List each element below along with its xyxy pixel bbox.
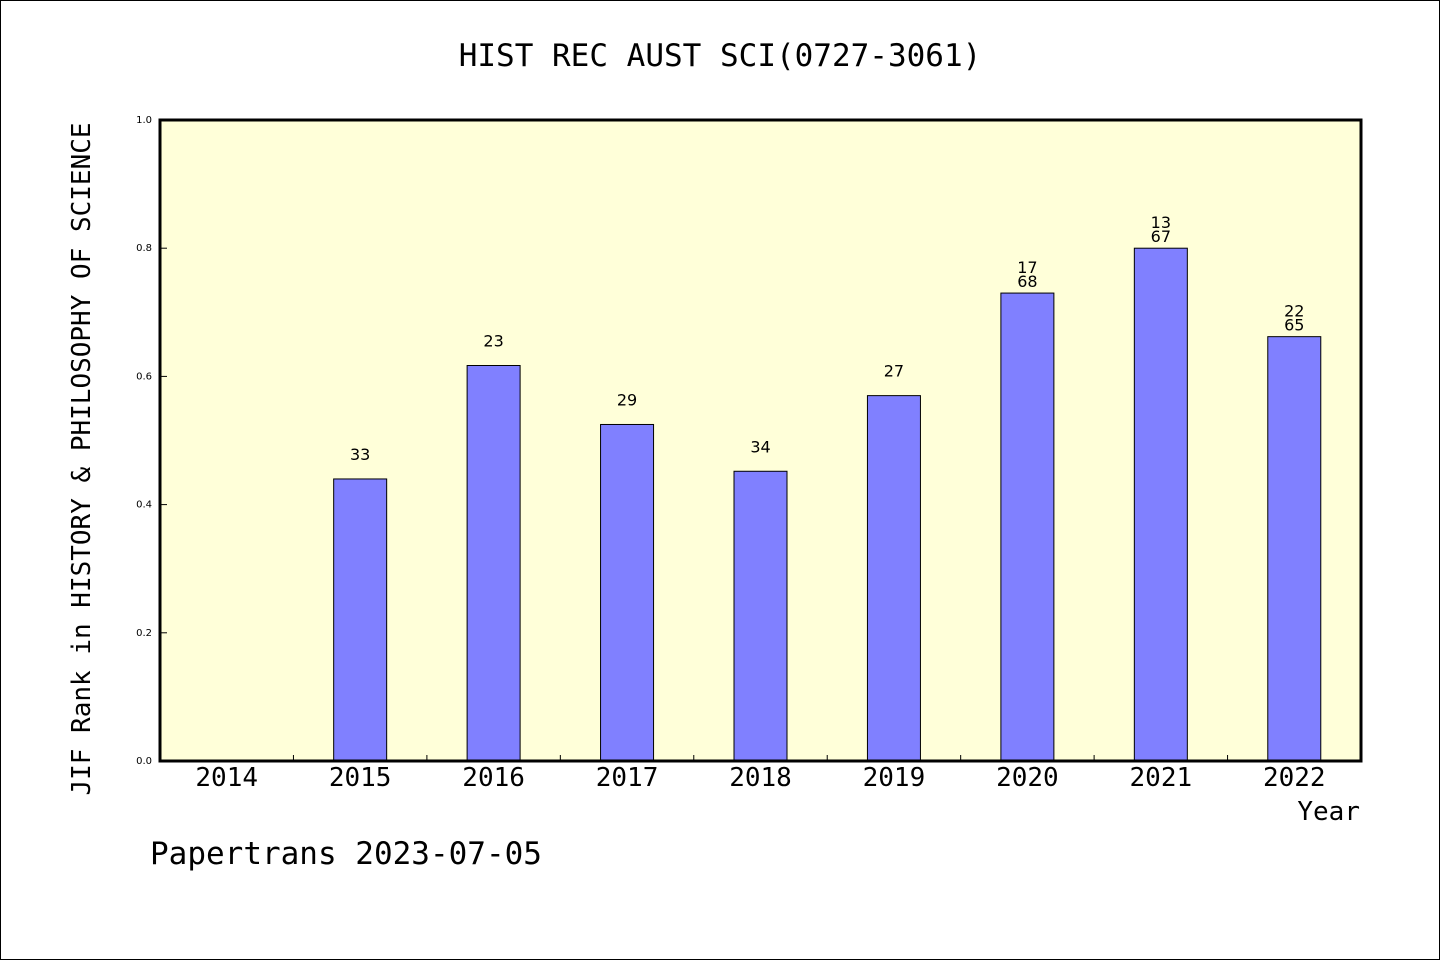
bar-data-label: 22 bbox=[1284, 302, 1304, 321]
y-tick-label: 0.4 bbox=[136, 500, 152, 511]
bars-group bbox=[333, 247, 1322, 762]
x-tick-label: 2020 bbox=[996, 763, 1059, 793]
x-tick-label: 2016 bbox=[462, 763, 525, 793]
footer-credit: Papertrans 2023-07-05 bbox=[150, 836, 542, 872]
bar-data-label: 13 bbox=[1151, 213, 1171, 232]
y-tick-label: 0.0 bbox=[136, 756, 152, 767]
x-tick-label: 2014 bbox=[195, 763, 258, 793]
y-tick-label: 0.8 bbox=[136, 243, 152, 254]
bar bbox=[866, 395, 921, 762]
bar-data-label: 27 bbox=[884, 362, 904, 381]
x-tick-label: 2017 bbox=[596, 763, 659, 793]
bar bbox=[1000, 292, 1055, 762]
y-tick-label: 0.6 bbox=[136, 371, 152, 382]
x-tick-label: 2022 bbox=[1263, 763, 1326, 793]
x-tick-label: 2018 bbox=[729, 763, 792, 793]
plot-border bbox=[158, 118, 1363, 763]
bar-data-label: 67 bbox=[1151, 227, 1171, 246]
chart-title: HIST REC AUST SCI(0727-3061) bbox=[459, 38, 982, 74]
bar-data-label: 34 bbox=[750, 437, 770, 456]
y-axis-label: JIF Rank in HISTORY & PHILOSOPHY OF SCIE… bbox=[67, 122, 97, 795]
bar bbox=[733, 470, 788, 762]
bar-data-label: 33 bbox=[350, 445, 370, 464]
x-tick-label: 2019 bbox=[863, 763, 926, 793]
x-tick-label: 2015 bbox=[329, 763, 392, 793]
bar bbox=[600, 423, 655, 762]
y-tick-label: 1.0 bbox=[136, 115, 152, 126]
x-axis: 2014 2015 2016 2017 2018 2019 2020 2021 2022 bbox=[195, 755, 1326, 793]
x-axis-label: Year bbox=[1297, 797, 1360, 827]
bar-data-label: 29 bbox=[617, 390, 637, 409]
bar-data-label: 65 bbox=[1284, 316, 1304, 335]
bar-data-label: 17 bbox=[1017, 258, 1037, 277]
x-tick-label: 2021 bbox=[1130, 763, 1193, 793]
bar bbox=[1267, 336, 1322, 762]
bar bbox=[333, 478, 388, 762]
bar-data-label: 23 bbox=[483, 332, 503, 351]
bar-data-label: 68 bbox=[1017, 272, 1037, 291]
bar bbox=[1133, 247, 1188, 762]
y-tick-label: 0.2 bbox=[136, 628, 152, 639]
bar bbox=[466, 365, 521, 762]
